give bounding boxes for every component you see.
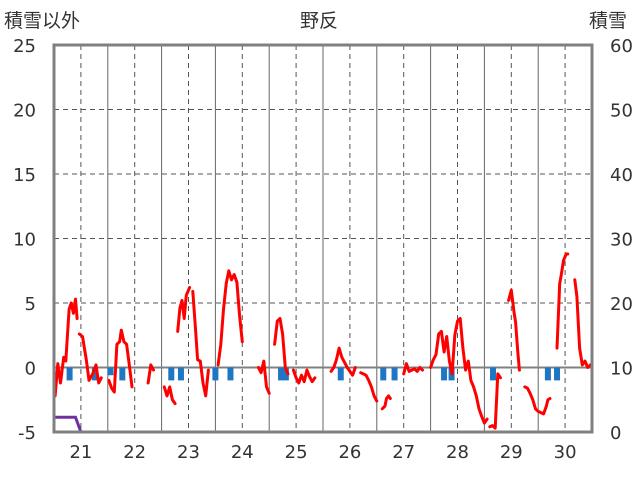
right-tick-label: 0: [610, 423, 621, 444]
x-tick-label: 22: [123, 442, 146, 463]
temperature-line: [146, 363, 155, 385]
x-tick-label: 27: [392, 442, 415, 463]
left-axis-label: 積雪以外: [4, 10, 81, 32]
precipitation-bar: [177, 367, 184, 381]
x-tick-label: 28: [446, 442, 469, 463]
x-tick-label: 23: [177, 442, 200, 463]
precipitation-bar: [212, 367, 219, 381]
precipitation-bar: [119, 367, 126, 381]
temperature-line: [273, 317, 290, 376]
precipitation-bar: [91, 367, 98, 381]
left-tick-label: 10: [13, 230, 36, 251]
precipitation-bar: [66, 367, 73, 381]
precipitation-bar: [278, 367, 285, 381]
temperature-line: [573, 278, 592, 369]
right-tick-label: 10: [610, 359, 633, 380]
precipitation-bar: [490, 367, 497, 381]
x-tick-label: 26: [338, 442, 361, 463]
precipitation-bar: [337, 367, 344, 381]
temperature-line: [488, 372, 502, 430]
temperature-line: [162, 385, 177, 406]
temperature-line: [507, 288, 521, 372]
precipitation-bar: [391, 367, 398, 381]
temperature-line: [191, 289, 210, 398]
right-tick-label: 50: [610, 101, 633, 122]
right-tick-label: 20: [610, 294, 633, 315]
chart-title: 野反: [300, 10, 339, 32]
precipitation-bar: [544, 367, 551, 381]
temperature-line: [329, 346, 357, 377]
left-tick-label: 5: [25, 294, 36, 315]
temperature-line: [523, 385, 552, 416]
precipitation-bar: [107, 367, 114, 376]
temperature-line: [256, 359, 271, 395]
precipitation-bar: [168, 367, 175, 381]
right-axis-label: 積雪: [589, 10, 628, 32]
right-tick-label: 40: [610, 165, 633, 186]
right-tick-label: 30: [610, 230, 633, 251]
temperature-line: [359, 371, 379, 403]
precipitation-bar: [227, 367, 234, 381]
precipitation-bar: [554, 367, 561, 381]
left-tick-label: -5: [18, 423, 36, 444]
temperature-line: [107, 328, 134, 394]
x-tick-label: 29: [500, 442, 523, 463]
temperature-line: [216, 269, 244, 367]
x-tick-label: 30: [554, 442, 577, 463]
temperature-line: [53, 297, 79, 398]
temperature-line: [429, 317, 489, 425]
left-tick-label: 20: [13, 101, 36, 122]
precipitation-bar: [441, 367, 448, 381]
left-tick-label: 15: [13, 165, 36, 186]
left-tick-label: 25: [13, 36, 36, 57]
temperature-line: [291, 368, 317, 385]
precipitation-bar: [282, 367, 289, 381]
plot-frame: [52, 43, 594, 434]
left-tick-label: 0: [25, 359, 36, 380]
temperature-line: [176, 286, 192, 333]
precipitation-bar: [380, 367, 387, 381]
temperature-line: [380, 394, 392, 411]
temperature-line: [77, 332, 103, 385]
x-tick-label: 21: [69, 442, 92, 463]
x-tick-label: 25: [285, 442, 308, 463]
temperature-line: [402, 362, 424, 376]
x-tick-label: 24: [231, 442, 254, 463]
right-tick-label: 60: [610, 36, 633, 57]
temperature-line: [555, 252, 570, 350]
